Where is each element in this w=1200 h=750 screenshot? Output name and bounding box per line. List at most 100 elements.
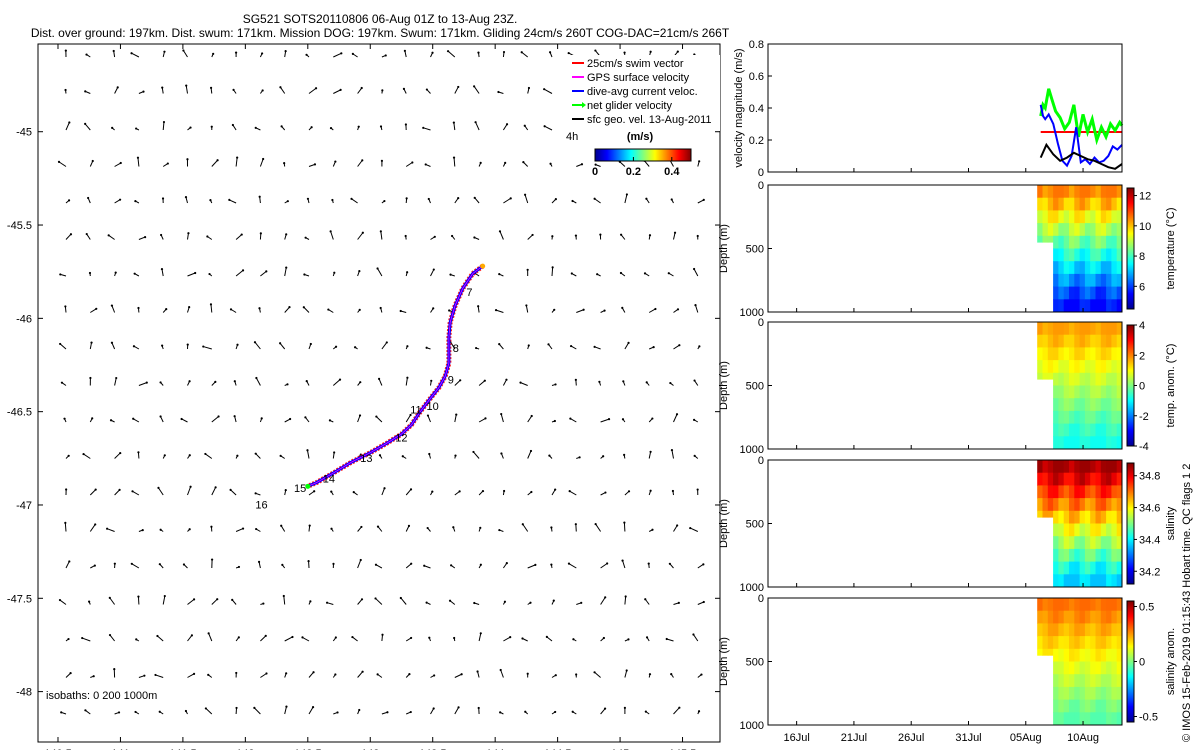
velocity-vector-head	[619, 271, 623, 275]
section-cell	[1111, 360, 1118, 374]
section-cell	[1047, 185, 1054, 199]
section-cell	[1079, 385, 1086, 399]
velocity-vector-head	[593, 671, 596, 674]
velocity-vector-head	[69, 671, 72, 675]
section-cell	[1106, 712, 1112, 726]
velocity-vector-head	[527, 86, 531, 90]
section-cell	[1100, 636, 1107, 650]
velocity-vector-head	[570, 272, 573, 275]
section-cell	[1106, 460, 1112, 474]
section-cell	[1090, 299, 1096, 313]
section-cell	[1116, 334, 1123, 348]
velocity-vector	[600, 563, 608, 569]
section-cell	[1100, 286, 1107, 300]
section-cell	[1100, 235, 1107, 249]
velocity-vector-head	[654, 307, 657, 311]
section-cell	[1090, 185, 1096, 199]
section-cell	[1069, 610, 1075, 624]
section-cell	[1095, 286, 1102, 300]
velocity-vector	[375, 564, 383, 569]
velocity-vector-head	[159, 528, 162, 531]
velocity-vector-head	[499, 668, 502, 672]
section-cell	[1090, 410, 1096, 425]
velocity-vector-head	[137, 451, 140, 454]
section-cell	[1084, 472, 1091, 486]
section-cell	[1116, 273, 1123, 288]
section-ylabel: Depth (m)	[718, 499, 730, 548]
colorbar-tick-label: 0.4	[664, 166, 680, 178]
velocity-vector-head	[526, 672, 529, 675]
section-panel: 0 500 1000 Depth (m) 0.5 0 -0.5 salinity anom.	[718, 593, 1177, 732]
map-xtick-label: 145.5	[669, 748, 697, 750]
velocity-vector-head	[548, 454, 551, 457]
velocity-vector	[673, 525, 678, 532]
velocity-vector-head	[594, 49, 597, 52]
velocity-vector	[187, 272, 196, 277]
velocity-vector-head	[144, 235, 147, 239]
velocity-vector-head	[408, 673, 411, 676]
velocity-vector-head	[625, 193, 628, 196]
section-cell	[1116, 299, 1123, 313]
velocity-vector-head	[477, 305, 480, 308]
velocity-vector-head	[141, 529, 144, 532]
section-cell	[1042, 598, 1049, 612]
section-cell	[1095, 574, 1102, 588]
velocity-vector-head	[161, 344, 164, 347]
velocity-vector-head	[498, 528, 501, 532]
velocity-vector	[210, 304, 213, 313]
velocity-vector-head	[594, 163, 597, 166]
velocity-vector-head	[214, 380, 217, 383]
velocity-vector-head	[351, 52, 354, 55]
velocity-vector-head	[93, 564, 96, 567]
section-cell	[1090, 623, 1096, 637]
velocity-vector-head	[188, 380, 191, 383]
section-cell	[1037, 648, 1043, 656]
section-cell	[1074, 235, 1081, 249]
velocity-vector-head	[428, 636, 431, 639]
section-ylabel: Depth (m)	[718, 224, 730, 273]
velocity-vector-head	[676, 308, 680, 311]
section-cell	[1074, 674, 1081, 688]
velocity-vector-head	[523, 193, 527, 196]
velocity-vector	[283, 595, 286, 605]
section-colorbar	[1126, 600, 1135, 723]
section-cell	[1111, 223, 1118, 237]
velocity-vector-head	[184, 196, 188, 199]
colorbar-gradient	[594, 148, 692, 162]
section-cell	[1084, 498, 1091, 512]
velocity-vector-head	[594, 522, 597, 526]
section-cell	[1063, 223, 1070, 237]
velocity-vector-head	[237, 565, 241, 569]
section-cell	[1069, 385, 1075, 399]
velocity-vector	[255, 453, 261, 459]
section-cell	[1063, 712, 1070, 726]
section-cell	[1058, 574, 1065, 588]
velocity-vector	[381, 342, 388, 350]
section-cell	[1084, 235, 1091, 249]
section-cell	[1074, 223, 1081, 237]
velocity-vector	[475, 121, 480, 131]
velocity-vector-head	[67, 454, 70, 457]
velocity-vector-head	[87, 196, 90, 200]
velocity-vector	[594, 198, 601, 204]
section-cell	[1047, 485, 1054, 499]
velocity-vector	[208, 633, 213, 642]
section-cell	[1053, 648, 1059, 662]
section-cell	[1058, 334, 1065, 348]
velocity-vector-head	[334, 673, 337, 676]
velocity-vector	[447, 50, 456, 58]
section-cell	[1095, 436, 1102, 450]
section-cell	[1090, 423, 1096, 437]
velocity-vector	[65, 233, 72, 240]
velocity-vector-head	[192, 598, 196, 601]
section-cell	[1042, 322, 1049, 336]
velocity-vector-head	[554, 198, 557, 201]
velocity-vector-head	[520, 51, 523, 54]
section-cell	[1058, 360, 1065, 374]
section-cell	[1069, 261, 1075, 275]
section-cell	[1100, 460, 1107, 474]
velocity-vector	[137, 157, 140, 167]
section-ytick-label: 500	[746, 244, 764, 256]
velocity-vector	[478, 417, 486, 423]
section-ytick-label: 500	[746, 381, 764, 393]
